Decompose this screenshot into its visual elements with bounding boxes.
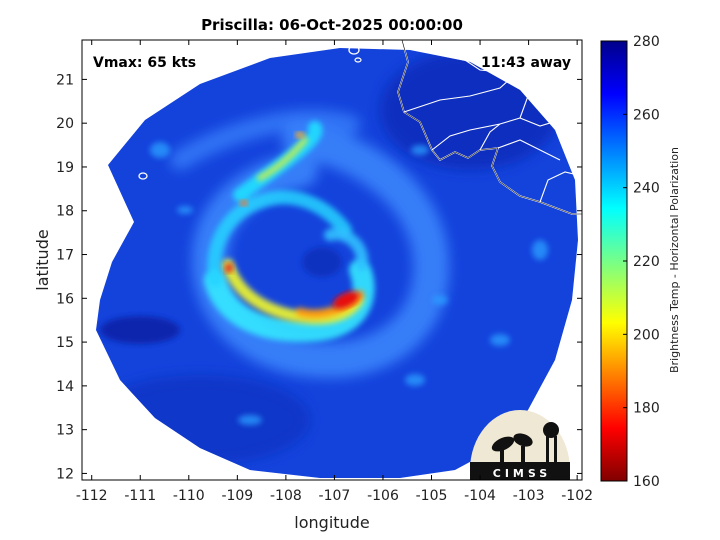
x-tick-label: -103 <box>513 488 545 504</box>
logo-dish-2 <box>513 433 533 447</box>
cell <box>405 374 425 386</box>
brightness-temp-field: CIMSS <box>96 40 582 480</box>
y-tick-label: 18 <box>56 204 74 220</box>
plot-frame <box>81 39 583 481</box>
cell <box>238 415 262 425</box>
vmax-label: Vmax: 65 kts <box>93 55 196 71</box>
logo-tower-tank <box>543 422 559 438</box>
state-borders <box>403 40 582 203</box>
colorbar-label: Brightness Temp - Horizontal Polarizatio… <box>668 147 681 373</box>
cell <box>177 206 193 214</box>
eyewall-cyan <box>324 228 369 271</box>
y-tick-label: 14 <box>56 379 74 395</box>
cold-spot-yellow-north <box>295 132 305 138</box>
y-axis-label: latitude <box>33 229 52 290</box>
x-tick-label: -105 <box>416 488 448 504</box>
border-line <box>519 117 582 129</box>
logo-dish-1 <box>491 436 515 452</box>
colorbar <box>600 40 628 482</box>
cell <box>150 142 170 158</box>
y-tick-label: 17 <box>56 248 74 264</box>
colorbar-tick-label: 260 <box>633 107 660 123</box>
border-line <box>403 59 541 113</box>
time-away-label: 11:43 away <box>481 55 571 71</box>
x-axis-label: longitude <box>294 513 369 532</box>
colorbar-tick-label: 200 <box>633 327 660 343</box>
y-tick-label: 15 <box>56 335 74 351</box>
y-tick-label: 20 <box>56 116 74 132</box>
western-band-cyan <box>207 190 352 287</box>
colorbar-ticks: 280 260 240 220 200 180 160 <box>623 34 660 490</box>
logo-tower-leg <box>554 436 557 462</box>
cell <box>432 295 448 305</box>
northern-band-light <box>170 109 360 170</box>
island-marias <box>348 45 360 55</box>
border-line <box>459 40 501 73</box>
border-line <box>431 117 521 151</box>
colorbar-tick-label: 220 <box>633 254 660 270</box>
x-tick-label: -109 <box>221 488 253 504</box>
storm-eye <box>302 247 342 277</box>
border-line <box>539 171 582 203</box>
island-socorro <box>138 172 148 180</box>
colorbar-tick-label: 160 <box>633 474 660 490</box>
colorbar-tick-label: 240 <box>633 181 660 197</box>
warm-streak-west <box>100 316 180 344</box>
x-tick-label: -102 <box>561 488 593 504</box>
chart-title: Priscilla: 06-Oct-2025 00:00:00 <box>201 16 463 34</box>
coastline-mexico-inner <box>397 40 582 215</box>
x-tick-label: -104 <box>464 488 496 504</box>
cell <box>532 240 548 260</box>
y-axis: 12 13 14 15 16 17 18 19 20 21 <box>56 72 582 482</box>
logo-dish-stand-2 <box>521 446 525 462</box>
border-line <box>519 85 561 119</box>
outer-band-yellow <box>257 137 308 181</box>
cold-core-red-east <box>332 291 360 309</box>
logo-base <box>470 462 570 480</box>
island-marias-small <box>354 57 362 63</box>
x-tick-label: -111 <box>124 488 156 504</box>
border-line <box>479 123 501 151</box>
x-tick-label: -108 <box>270 488 302 504</box>
x-tick-label: -106 <box>367 488 399 504</box>
cell <box>490 334 510 346</box>
y-tick-label: 13 <box>56 423 74 439</box>
cold-spot-orange-northwest <box>240 200 248 206</box>
y-tick-label: 12 <box>56 466 74 482</box>
y-tick-label: 21 <box>56 72 74 88</box>
logo-text: CIMSS <box>493 467 551 480</box>
logo-tower-leg <box>546 436 549 462</box>
x-tick-label: -112 <box>76 488 108 504</box>
border-line <box>497 139 561 161</box>
y-tick-label: 16 <box>56 291 74 307</box>
cimss-logo: CIMSS <box>470 410 570 480</box>
y-tick-label: 19 <box>56 160 74 176</box>
x-axis: -112 -111 -110 -109 -108 -107 -106 -105 -104 -103… <box>76 40 593 504</box>
x-tick-label: -107 <box>319 488 351 504</box>
scattered-cells <box>150 142 548 425</box>
colorbar-tick-label: 180 <box>633 401 660 417</box>
logo-dish-stand-1 <box>500 448 504 462</box>
outer-band-light <box>191 122 450 379</box>
colorbar-tick-label: 280 <box>633 34 660 50</box>
x-tick-label: -110 <box>173 488 205 504</box>
cold-core-red-west <box>225 263 233 273</box>
cell <box>411 145 429 155</box>
